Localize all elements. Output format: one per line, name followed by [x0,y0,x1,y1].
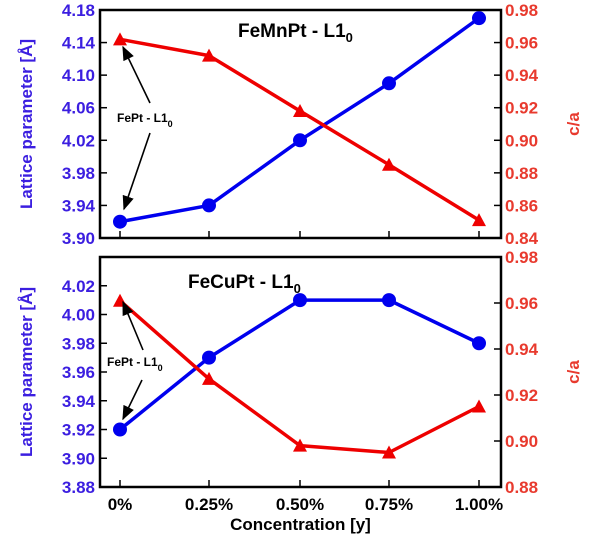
left-tick-label: 4.00 [62,306,95,325]
left-tick-label: 4.18 [62,1,95,20]
right-tick-label: 0.96 [505,34,538,53]
right-tick-label: 0.96 [505,294,538,313]
right-axis-label: c/a [564,112,583,136]
right-tick-label: 0.92 [505,99,538,118]
lattice-point [472,336,486,351]
lattice-line [118,298,480,431]
right-tick-label: 0.88 [505,478,538,497]
ca-point [382,445,396,459]
left-tick-label: 3.88 [62,478,95,497]
ca-point [113,32,127,46]
annotation-arrow [122,45,151,104]
left-tick-label: 4.06 [62,99,95,118]
lattice-point [382,293,396,308]
annotation-arrow [122,379,143,421]
right-tick-label: 0.88 [505,164,538,183]
lattice-point [202,198,216,213]
x-tick-label: 1.00% [455,495,503,514]
right-tick-label: 0.86 [505,196,538,215]
panel-title: FeMnPt - L10 [238,21,353,45]
left-tick-label: 4.02 [62,277,95,296]
x-tick-label: 0.50% [276,495,324,514]
left-tick-label: 3.96 [62,363,95,382]
right-tick-label: 0.90 [505,131,538,150]
right-tick-label: 0.90 [505,432,538,451]
lattice-point [293,133,307,148]
left-tick-label: 4.02 [62,131,95,150]
left-tick-label: 3.98 [62,164,95,183]
lattice-point [472,11,486,26]
annotation-label: FePt - L10 [117,111,173,129]
ca-point [202,48,216,62]
left-tick-label: 3.94 [62,392,96,411]
ca-line [118,299,480,455]
right-tick-label: 0.94 [505,66,539,85]
plot-frame [98,8,503,240]
left-tick-label: 4.14 [62,34,96,53]
ca-point [293,103,307,117]
right-tick-label: 0.98 [505,1,538,20]
chart-panel-2: 3.88 3.90 3.92 3.94 3.96 3.98 4.00 4.02 0.88 0.90… [17,248,583,534]
left-tick-label: 3.90 [62,229,95,248]
right-tick-label: 0.92 [505,386,538,405]
right-tick-label: 0.84 [505,229,539,248]
annotation-arrow [122,300,144,351]
lattice-point [202,350,216,365]
chart-panel-1: 3.90 3.94 3.98 4.02 4.06 4.10 4.14 4.18 0.84 0.86… [17,1,583,248]
ca-point [382,157,396,171]
x-axis-label: Concentration [y] [230,515,371,534]
left-tick-label: 4.10 [62,66,95,85]
ca-line [119,37,480,222]
panel-title: FeCuPt - L10 [188,272,301,296]
x-tick-label: 0.75% [365,495,413,514]
lattice-point [382,76,396,91]
lattice-point [293,293,307,308]
plot-frame [98,255,503,489]
left-tick-label: 3.92 [62,421,95,440]
x-tick-label: 0% [108,495,133,514]
ca-point [472,213,486,227]
left-tick-label: 3.94 [62,196,96,215]
ca-point [202,371,216,385]
left-axis-label: Lattice parameter [Å] [17,39,36,209]
lattice-point [113,422,127,437]
ca-point [472,399,486,413]
x-tick-label: 0.25% [185,495,233,514]
annotation-arrow [122,132,151,211]
left-tick-label: 3.98 [62,334,95,353]
left-tick-label: 3.90 [62,449,95,468]
ca-point [293,438,307,452]
left-axis-label: Lattice parameter [Å] [17,287,36,457]
lattice-point [113,214,127,229]
annotation-label: FePt - L10 [107,355,163,373]
right-tick-label: 0.94 [505,340,539,359]
right-tick-label: 0.98 [505,248,538,267]
right-axis-label: c/a [564,360,583,384]
